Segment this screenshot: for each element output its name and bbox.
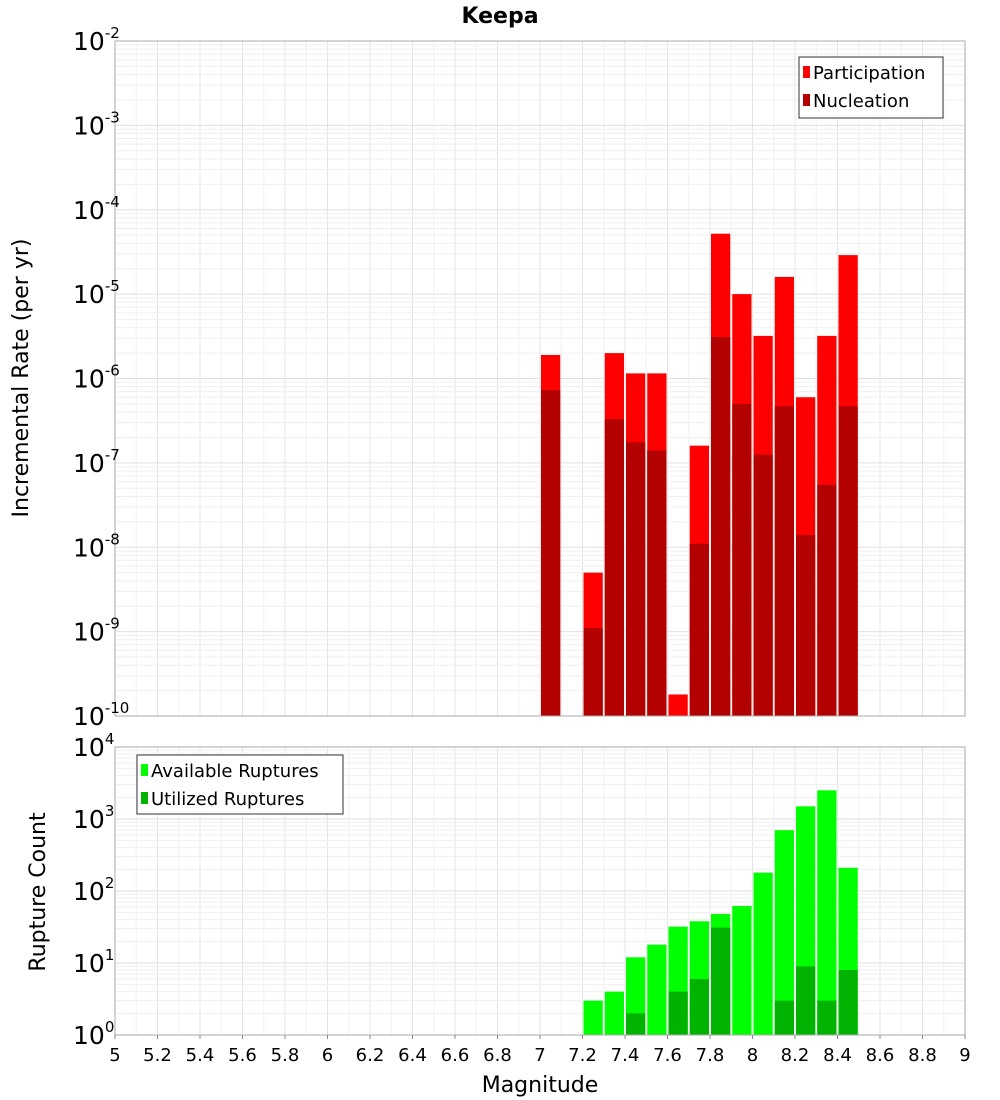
- rate-bar-secondary: [817, 484, 837, 716]
- rate-bar-secondary: [626, 442, 646, 716]
- count-bar-primary: [774, 830, 794, 1035]
- rate-legend-box: [798, 56, 944, 119]
- x-tick-label: 6.8: [483, 1045, 512, 1066]
- count-bar-primary: [583, 1000, 603, 1035]
- rate-bar-primary: [668, 694, 688, 716]
- x-tick-label: 7: [534, 1045, 545, 1066]
- rate-legend-label: Nucleation: [813, 91, 909, 112]
- x-tick-label: 6.2: [356, 1045, 385, 1066]
- x-tick-label: 5.4: [186, 1045, 215, 1066]
- x-tick-label: 5.8: [271, 1045, 300, 1066]
- count-legend-label: Available Ruptures: [151, 761, 319, 782]
- count-legend-box: [136, 754, 344, 815]
- rate-bar-secondary: [753, 454, 773, 716]
- x-tick-label: 9: [959, 1045, 970, 1066]
- rate-legend-swatch: [803, 94, 810, 106]
- rate-y-tick-label: 10-4: [73, 193, 120, 225]
- count-bar-secondary: [668, 991, 688, 1035]
- rate-panel: 10-10 10-9 10-8 10-7 10-6 10-5 10-4 10-3 10-2 Par…: [73, 24, 966, 731]
- rate-bar-secondary: [732, 403, 752, 716]
- x-tick-label: 8.6: [866, 1045, 895, 1066]
- count-bar-primary: [732, 905, 752, 1035]
- count-bar-secondary: [689, 978, 709, 1035]
- count-bar-secondary: [796, 966, 816, 1035]
- rate-y-tick-label: 10-8: [73, 530, 120, 562]
- x-tick-label: 6: [322, 1045, 333, 1066]
- rate-bar-secondary: [647, 450, 667, 716]
- count-bar-secondary: [817, 1000, 837, 1035]
- count-y-tick-label: 102: [73, 874, 114, 906]
- x-tick-label: 7.8: [696, 1045, 725, 1066]
- rate-y-tick-label: 10-6: [73, 362, 120, 394]
- x-tick-label: 5.6: [228, 1045, 257, 1066]
- rate-y-tick-label: 10-3: [73, 108, 120, 140]
- x-tick-label: 7.4: [611, 1045, 640, 1066]
- chart-title: Keepa: [461, 4, 538, 29]
- rate-bar-secondary: [541, 390, 561, 716]
- rate-y-tick-label: 10-10: [73, 699, 129, 731]
- count-bar-primary: [753, 872, 773, 1035]
- count-bar-secondary: [711, 927, 731, 1035]
- count-panel: 100 101 102 103 104 5 5.2 5.4 5.6 5.8 6 6.2 6.4 6.6 6.…: [73, 730, 971, 1066]
- count-bar-primary: [647, 944, 667, 1035]
- rate-bar-secondary: [838, 406, 858, 716]
- x-tick-label: 8.8: [908, 1045, 937, 1066]
- rate-y-tick-label: 10-9: [73, 615, 120, 647]
- count-bar-primary: [817, 790, 837, 1035]
- count-bar-secondary: [838, 969, 858, 1035]
- count-legend-label: Utilized Ruptures: [151, 789, 304, 810]
- count-y-tick-label: 104: [73, 730, 114, 762]
- count-legend-swatch: [141, 792, 148, 804]
- count-y-tick-label: 100: [73, 1018, 114, 1050]
- x-tick-label: 8.4: [823, 1045, 852, 1066]
- count-legend-swatch: [141, 764, 148, 776]
- x-tick-label: 7.6: [653, 1045, 682, 1066]
- rate-legend-swatch: [803, 66, 810, 78]
- rate-legend-label: Participation: [813, 63, 925, 84]
- count-y-tick-label: 103: [73, 802, 114, 834]
- rate-bar-secondary: [604, 419, 624, 716]
- rate-bar-secondary: [711, 337, 731, 716]
- x-tick-label: 8: [747, 1045, 758, 1066]
- rate-bar-secondary: [689, 543, 709, 716]
- x-axis-title: Magnitude: [482, 1073, 599, 1098]
- rate-plot-border: [114, 40, 966, 717]
- x-tick-label: 6.6: [441, 1045, 470, 1066]
- count-bar-secondary: [774, 1000, 794, 1035]
- rate-y-tick-label: 10-7: [73, 446, 120, 478]
- rate-bar-secondary: [583, 628, 603, 716]
- x-tick-label: 5: [109, 1045, 120, 1066]
- x-tick-label: 6.4: [398, 1045, 427, 1066]
- rate-bar-secondary: [774, 406, 794, 716]
- x-tick-label: 5.2: [143, 1045, 172, 1066]
- count-y-tick-label: 101: [73, 946, 114, 978]
- rate-y-tick-label: 10-5: [73, 277, 120, 309]
- rate-y-axis-title: Incremental Rate (per yr): [9, 239, 34, 518]
- count-bar-primary: [604, 991, 624, 1035]
- rate-bar-secondary: [796, 534, 816, 716]
- count-bar-secondary: [626, 1013, 646, 1035]
- count-y-axis-title: Rupture Count: [26, 812, 51, 972]
- rate-y-tick-label: 10-2: [73, 24, 120, 56]
- x-tick-label: 8.2: [781, 1045, 810, 1066]
- x-tick-label: 7.2: [568, 1045, 597, 1066]
